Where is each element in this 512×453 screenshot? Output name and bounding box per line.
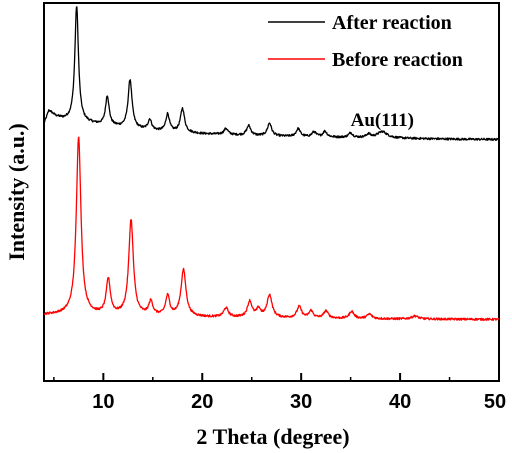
x-tick-label: 40 <box>389 391 411 413</box>
x-tick-label: 10 <box>92 391 114 413</box>
x-tick-label: 30 <box>290 391 312 413</box>
legend: After reaction Before reaction <box>268 12 463 71</box>
y-axis-title: Intensity (a.u.) <box>4 123 29 261</box>
x-axis-title: 2 Theta (degree) <box>196 424 349 449</box>
legend-label-after: After reaction <box>332 12 452 34</box>
plot-frame <box>43 2 500 382</box>
annotation-au111: Au(111) <box>351 110 414 131</box>
series-line-before-reaction <box>43 136 500 321</box>
series-line-after-reaction <box>43 6 500 142</box>
series-layer <box>43 6 500 321</box>
legend-label-before: Before reaction <box>332 49 463 71</box>
x-ticks: 10 20 30 40 50 <box>53 373 506 413</box>
x-tick-label: 20 <box>191 391 213 413</box>
x-tick-label: 50 <box>484 391 506 413</box>
